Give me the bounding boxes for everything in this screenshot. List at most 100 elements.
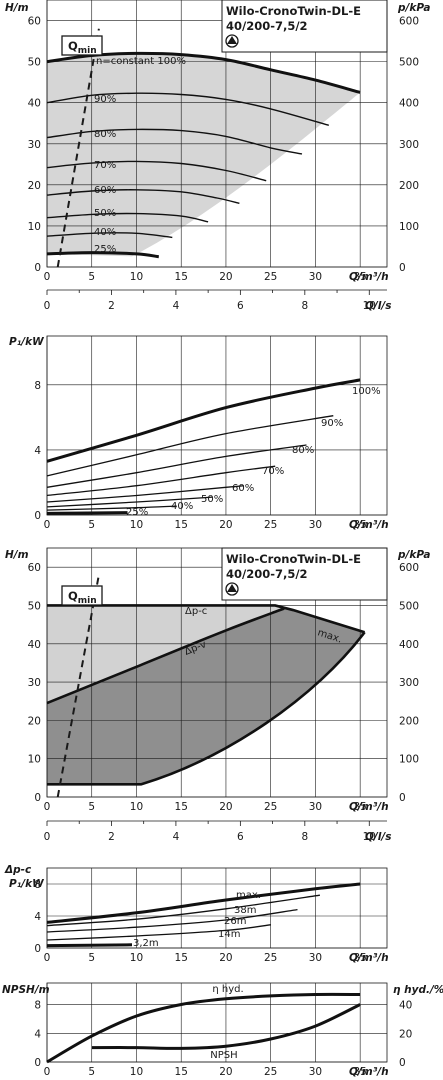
y2-tick-label: 600 xyxy=(399,16,419,28)
y-tick-label: 4 xyxy=(34,1028,41,1040)
series-line xyxy=(46,511,128,515)
qmin-box xyxy=(61,585,103,606)
y2-axis-label: η hyd./% xyxy=(393,984,443,996)
y-tick-label: 60 xyxy=(28,562,41,574)
series-label: max. xyxy=(236,890,261,901)
qmin-subscript: min xyxy=(78,46,97,56)
series-label: 26m xyxy=(224,916,246,927)
x-tick-label: 0 xyxy=(44,1066,51,1078)
y2-tick-label: 200 xyxy=(399,180,419,192)
series-line xyxy=(46,505,177,511)
x-axis-label: Q/m³/h xyxy=(349,519,389,531)
x-tick-label: 5 xyxy=(88,519,95,531)
y2-tick-label: 200 xyxy=(399,715,419,727)
x-tick-label: 10 xyxy=(130,271,143,283)
series-line xyxy=(46,496,213,508)
series-label: 90% xyxy=(321,418,343,429)
secondary-x-tick-label: 6 xyxy=(237,831,244,843)
series-line xyxy=(46,924,271,941)
y2-tick-label: 100 xyxy=(399,221,419,233)
y-axis-label: H/m xyxy=(5,549,29,561)
series-label: 100% xyxy=(352,386,381,397)
y2-tick-label: 40 xyxy=(399,1000,412,1012)
y2-tick-label: 600 xyxy=(399,562,419,574)
y-tick-label: 0 xyxy=(34,262,41,274)
operating-range-area xyxy=(47,53,361,257)
y-tick-label: 8 xyxy=(34,879,41,891)
dpv-line xyxy=(46,607,285,705)
wilo-logo-triangle-icon xyxy=(227,36,237,44)
series-line xyxy=(91,1003,361,1050)
y2-tick-label: 400 xyxy=(399,639,419,651)
series-line xyxy=(46,882,361,924)
secondary-x-tick-label: 4 xyxy=(173,300,180,312)
series-label: 60% xyxy=(94,185,116,196)
y-tick-label: 20 xyxy=(28,180,41,192)
series-line xyxy=(46,894,320,927)
x-tick-label: 35 xyxy=(353,1066,366,1078)
series-label: 38m xyxy=(234,905,256,916)
y2-tick-label: 400 xyxy=(399,98,419,110)
plot-frame xyxy=(46,0,388,268)
series-label: 80% xyxy=(292,445,314,456)
series-label: 70% xyxy=(94,160,116,171)
y-tick-label: 60 xyxy=(28,16,41,28)
y-tick-label: 30 xyxy=(28,677,41,689)
secondary-x-axis-label: Q/l/s xyxy=(365,831,391,843)
chart-panel-npsh-efficiency: 0 5 10 15 20 25 30 35 0 4 8 Q/m³/h 0 20 40 NPSH/m η hyd.… xyxy=(2,982,443,1078)
y-tick-label: 10 xyxy=(28,221,41,233)
y2-tick-label: 0 xyxy=(399,262,406,274)
secondary-x-tick-label: 8 xyxy=(301,831,308,843)
y-tick-label: 0 xyxy=(34,943,41,955)
secondary-x-tick-label: 8 xyxy=(301,300,308,312)
x-axis-label: Q/m³/h xyxy=(349,271,389,283)
y-tick-label: 0 xyxy=(34,792,41,804)
wilo-logo-triangle-icon xyxy=(227,584,237,592)
x-tick-label: 30 xyxy=(309,801,322,813)
y-tick-label: 8 xyxy=(34,1000,41,1012)
chart-panel-power-constant: 0 5 10 15 20 25 30 35 0 4 8 Q/m³/h P₁/kW 100% 90% 80% 70… xyxy=(9,335,389,531)
secondary-x-tick-label: 0 xyxy=(44,300,51,312)
x-tick-label: 5 xyxy=(88,271,95,283)
x-tick-label: 20 xyxy=(219,519,232,531)
series-label: 80% xyxy=(94,129,116,140)
x-tick-label: 20 xyxy=(219,1066,232,1078)
chart-panel-power-dp: 0 5 10 15 20 25 30 35 0 4 8 Q/m³/h Δp-c P₁/kW max. 38m2… xyxy=(4,864,389,964)
series-line xyxy=(46,92,329,126)
series-line xyxy=(46,992,361,1064)
chart-panel-head-dp: 0 5 10 15 20 25 30 350102030405060Q/m³/h0100200… xyxy=(5,547,430,843)
title-line-1: Wilo-CronoTwin-DL-E xyxy=(226,552,361,566)
secondary-x-tick-label: 4 xyxy=(173,831,180,843)
y2-tick-label: 500 xyxy=(399,57,419,69)
secondary-x-axis-label: Q/l/s xyxy=(365,300,391,312)
lower-limit-line xyxy=(47,631,366,786)
x-tick-label: 20 xyxy=(219,801,232,813)
x-tick-label: 35 xyxy=(353,952,366,964)
x-tick-label: 30 xyxy=(309,1066,322,1078)
secondary-x-tick-label: 10 xyxy=(363,300,376,312)
y-axis-label: P₁/kW xyxy=(9,336,44,348)
series-line xyxy=(46,485,244,503)
qmin-line xyxy=(56,574,100,798)
x-tick-label: 15 xyxy=(175,271,188,283)
y2-tick-label: 300 xyxy=(399,139,419,151)
series-label: 70% xyxy=(262,466,284,477)
x-axis-label: Q/m³/h xyxy=(349,952,389,964)
x-tick-label: 10 xyxy=(130,801,143,813)
y-tick-label: 50 xyxy=(28,57,41,69)
title-box xyxy=(221,0,388,53)
x-tick-label: 30 xyxy=(309,952,322,964)
secondary-x-tick-label: 6 xyxy=(237,300,244,312)
x-tick-label: 30 xyxy=(309,271,322,283)
title-line-1: Wilo-CronoTwin-DL-E xyxy=(226,4,361,18)
x-tick-label: 5 xyxy=(88,952,95,964)
secondary-x-tick-label: 2 xyxy=(108,831,115,843)
series-line xyxy=(46,212,209,223)
y-tick-label: 0 xyxy=(34,1057,41,1069)
y2-tick-label: 500 xyxy=(399,600,419,612)
x-axis-label: Q/m³/h xyxy=(349,1066,389,1078)
x-tick-label: 15 xyxy=(175,519,188,531)
x-tick-label: 25 xyxy=(264,1066,277,1078)
series-line xyxy=(46,251,159,259)
